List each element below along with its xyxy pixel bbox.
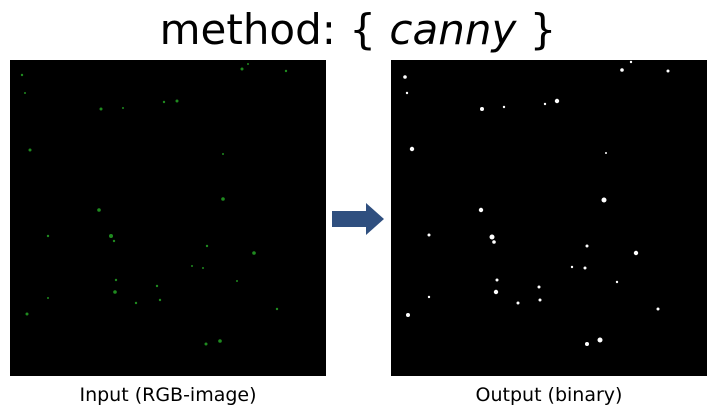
output-spot [405, 91, 409, 95]
title-suffix: } [529, 5, 557, 54]
output-spots [403, 60, 670, 346]
input-spot [114, 278, 118, 282]
input-spot [99, 107, 103, 111]
output-spot [633, 250, 639, 256]
input-spot [252, 251, 256, 255]
output-spot [537, 285, 541, 289]
page-title: method: { canny } [0, 4, 716, 56]
output-spot [585, 342, 589, 346]
input-spot [97, 208, 101, 212]
input-spot [221, 197, 225, 201]
arrow-shape [332, 203, 384, 235]
input-caption: Input (RGB-image) [79, 384, 257, 406]
title-method-name: canny [389, 5, 517, 54]
output-spot [478, 207, 484, 213]
input-spot [218, 339, 222, 343]
output-spot [495, 278, 499, 282]
output-spot [666, 69, 670, 73]
output-spot [583, 266, 587, 270]
input-spot [20, 73, 24, 77]
input-spot [24, 92, 26, 94]
input-spot [175, 99, 179, 103]
input-spot [112, 239, 116, 243]
output-caption: Output (binary) [475, 384, 623, 406]
output-spot [570, 265, 574, 269]
output-spot [554, 98, 560, 104]
output-spot [406, 313, 410, 317]
input-spot [47, 297, 49, 299]
input-spot [284, 69, 288, 73]
output-spot [538, 298, 542, 302]
output-spot [427, 295, 431, 299]
input-image-canvas [10, 60, 326, 376]
output-spot [597, 337, 603, 343]
input-spot [28, 148, 32, 152]
output-image-background [391, 60, 707, 376]
input-spot [158, 298, 162, 302]
input-spot [162, 100, 166, 104]
output-spot [629, 60, 633, 64]
right-arrow-icon [332, 203, 384, 235]
output-spot [427, 233, 431, 237]
input-spot [205, 244, 209, 248]
output-spot [601, 197, 607, 203]
input-spot [275, 307, 279, 311]
output-spot [585, 244, 589, 248]
output-spot [409, 146, 415, 152]
output-spot [543, 102, 547, 106]
output-spot [493, 289, 499, 295]
input-spot [204, 342, 208, 346]
output-spot [480, 107, 484, 111]
input-spot [113, 290, 117, 294]
output-binary-image [391, 60, 707, 376]
input-image-background [10, 60, 326, 376]
title-prefix: method: { [159, 5, 377, 54]
output-spot [620, 68, 624, 72]
input-spot [46, 234, 50, 238]
input-spot [155, 284, 159, 288]
input-spots [20, 63, 288, 346]
output-spot [492, 240, 496, 244]
output-image-canvas [391, 60, 707, 376]
input-spot [122, 107, 124, 109]
output-spot [605, 152, 607, 154]
input-spot [134, 301, 138, 305]
output-spot [403, 75, 407, 79]
input-spot [202, 267, 204, 269]
output-spot [615, 280, 619, 284]
input-spot [109, 234, 113, 238]
input-spot [247, 63, 249, 65]
input-spot [191, 265, 193, 267]
input-rgb-image [10, 60, 326, 376]
output-spot [489, 234, 495, 240]
input-spot [236, 280, 238, 282]
output-spot [656, 307, 660, 311]
input-spot [25, 312, 29, 316]
input-spot [240, 67, 244, 71]
output-spot [516, 301, 520, 305]
input-spot [222, 153, 224, 155]
output-spot [502, 105, 506, 109]
